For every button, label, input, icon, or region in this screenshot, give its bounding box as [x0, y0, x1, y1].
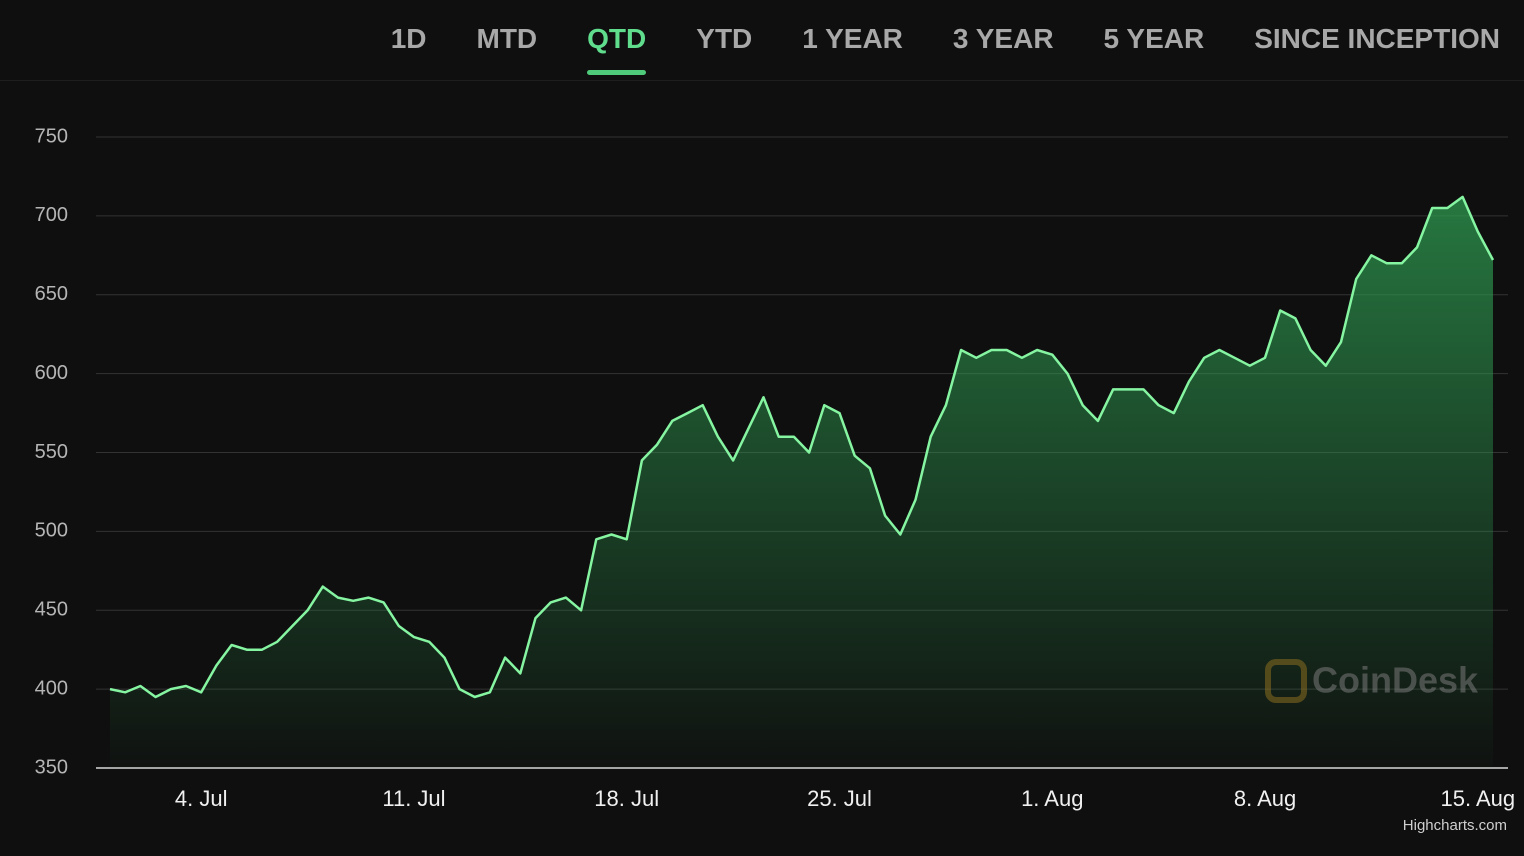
credits: Highcharts.com [1403, 817, 1507, 834]
y-tick-label: 650 [35, 283, 68, 305]
x-tick-label: 1. Aug [1021, 786, 1083, 811]
y-tick-label: 550 [35, 441, 68, 463]
watermark: CoinDesk [1265, 659, 1479, 703]
y-tick-label: 700 [35, 204, 68, 226]
x-tick-label: 25. Jul [807, 786, 872, 811]
y-tick-label: 500 [35, 520, 68, 542]
x-tick-label: 11. Jul [382, 786, 445, 811]
y-tick-label: 750 [35, 125, 68, 147]
range-tabs: 1D MTD QTD YTD 1 YEAR 3 YEAR 5 YEAR SINCE INCEP… [391, 0, 1500, 78]
range-tab[interactable]: 1 YEAR [802, 23, 903, 54]
range-tab[interactable]: 1D [390, 23, 427, 54]
x-tick-label: 15. Aug [1440, 786, 1515, 811]
x-tick-label: 18. Jul [594, 786, 659, 811]
range-tab[interactable]: 3 YEAR [952, 23, 1054, 54]
range-tab[interactable]: MTD [476, 23, 538, 54]
range-tab[interactable]: QTD [587, 23, 647, 75]
watermark-text: CoinDesk [1312, 660, 1479, 701]
separator [0, 80, 1524, 81]
x-tick-label: 4. Jul [175, 786, 228, 811]
area [110, 196, 1493, 768]
range-tab[interactable]: YTD [696, 23, 753, 54]
range-tab[interactable]: 5 YEAR [1103, 23, 1205, 54]
range-tab[interactable]: SINCE INCEPTION [1254, 23, 1500, 54]
y-tick-label: 600 [35, 362, 68, 384]
line [109, 195, 1495, 699]
y-tick-label: 450 [35, 599, 68, 621]
watermark-icon [1265, 659, 1307, 703]
x-tick-label: 8. Aug [1234, 786, 1296, 811]
y-tick-label: 350 [35, 756, 68, 778]
y-tick-label: 400 [35, 677, 68, 699]
